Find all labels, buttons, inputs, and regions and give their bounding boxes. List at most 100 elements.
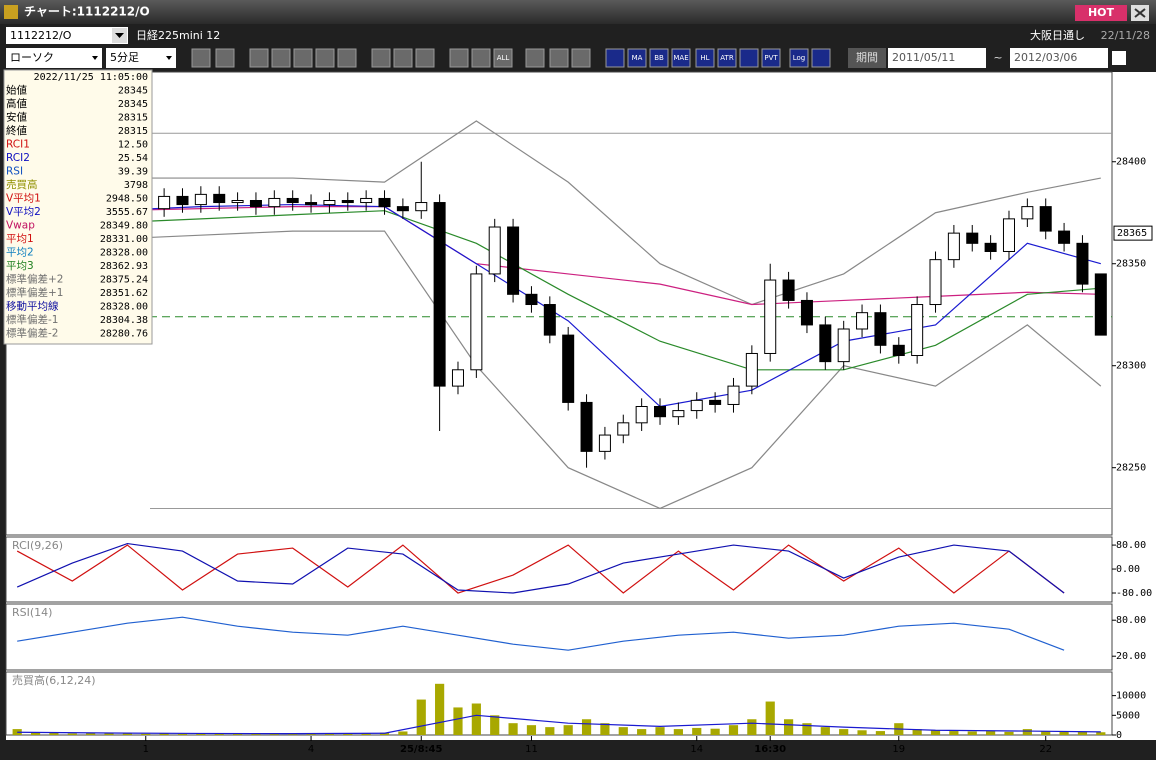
toolbar-icon[interactable] xyxy=(549,48,569,68)
candle-body xyxy=(856,312,869,330)
app-icon xyxy=(4,5,18,19)
candle-body xyxy=(488,226,501,275)
info-value: 28345 xyxy=(118,86,148,97)
title-bar xyxy=(0,0,1156,24)
info-panel xyxy=(3,69,153,345)
info-value: 28280.76 xyxy=(100,329,148,340)
candle-body xyxy=(213,193,226,204)
candle-body xyxy=(635,406,648,424)
info-label: V平均1 xyxy=(6,193,41,205)
toolbar-icon[interactable] xyxy=(191,48,211,68)
toolbar-icon[interactable] xyxy=(627,48,647,68)
toolbar-icon[interactable] xyxy=(695,48,715,68)
x-tick-label: 11 xyxy=(525,744,538,755)
info-value: 3555.67 xyxy=(106,207,148,218)
y-tick-label: 28400 xyxy=(1116,157,1146,168)
info-label: 標準偏差+2 xyxy=(6,273,63,286)
toolbar-icon[interactable] xyxy=(449,48,469,68)
toolbar-icon[interactable] xyxy=(571,48,591,68)
candle-body xyxy=(1058,230,1071,244)
checkbox[interactable] xyxy=(1112,51,1126,65)
toolbar-icon[interactable] xyxy=(649,48,669,68)
candle-body xyxy=(709,399,722,405)
info-label: V平均2 xyxy=(6,206,41,218)
toolbar-icon[interactable] xyxy=(525,48,545,68)
end-date-input[interactable] xyxy=(1010,48,1108,68)
candle-body xyxy=(966,232,979,244)
volume-bar xyxy=(122,733,132,735)
info-label: 始値 xyxy=(6,84,27,97)
info-value: 2948.50 xyxy=(106,194,148,205)
info-label: RCI2 xyxy=(6,152,30,164)
candle-body xyxy=(1039,206,1052,232)
candle-body xyxy=(433,202,446,387)
toolbar-icon[interactable] xyxy=(293,48,313,68)
toolbar-icon[interactable] xyxy=(717,48,737,68)
chart-type-select[interactable] xyxy=(6,48,102,68)
volume-bar xyxy=(912,729,922,735)
info-value: 28349.80 xyxy=(100,221,148,232)
toolbar-icon[interactable] xyxy=(471,48,491,68)
toolbar-icon[interactable] xyxy=(605,48,625,68)
start-date-input[interactable] xyxy=(888,48,986,68)
candle-body xyxy=(451,369,464,387)
y-tick-label: 10000 xyxy=(1116,691,1146,702)
candle-body xyxy=(654,406,667,418)
header-date: 22/11/28 xyxy=(1101,29,1150,42)
volume-bar xyxy=(416,699,426,735)
toolbar-icon[interactable] xyxy=(337,48,357,68)
toolbar-icon[interactable] xyxy=(493,48,513,68)
volume-bar xyxy=(196,733,206,735)
start-date: 2011/05/11 xyxy=(892,51,955,64)
toolbar-icon[interactable] xyxy=(371,48,391,68)
overlay-line xyxy=(17,210,1101,371)
candle-body xyxy=(800,299,813,326)
toolbar-icon[interactable] xyxy=(315,48,335,68)
end-date: 2012/03/06 xyxy=(1014,51,1077,64)
close-icon xyxy=(1134,8,1146,18)
info-value: 28315 xyxy=(118,113,148,124)
candle-body xyxy=(158,195,171,210)
volume-average xyxy=(17,714,1101,735)
toolbar-icon[interactable] xyxy=(761,48,781,68)
toolbar-icon[interactable] xyxy=(671,48,691,68)
candle-body xyxy=(1021,206,1034,220)
candle-body xyxy=(911,304,924,357)
toolbar-icon[interactable] xyxy=(811,48,831,68)
info-label: 移動平均線 xyxy=(6,300,59,313)
toolbar-icon[interactable] xyxy=(271,48,291,68)
volume-bar xyxy=(710,728,720,735)
period-label[interactable]: 期間 xyxy=(856,51,878,64)
info-label: 標準偏差+1 xyxy=(6,286,63,299)
hot-label[interactable]: HOT xyxy=(1088,6,1115,19)
volume-bar xyxy=(251,733,261,735)
toolbar-icon[interactable] xyxy=(415,48,435,68)
last-price-box xyxy=(1113,225,1153,241)
toolbar-icon[interactable] xyxy=(393,48,413,68)
toolbar-icon[interactable] xyxy=(249,48,269,68)
candle-body xyxy=(837,328,850,363)
info-value: 39.39 xyxy=(118,167,148,178)
x-tick-label: 25/8:45 xyxy=(400,744,442,755)
candle-body xyxy=(176,195,189,206)
hot-button[interactable] xyxy=(1075,5,1127,21)
volume-bar xyxy=(600,723,610,735)
toolbar-icon[interactable] xyxy=(739,48,759,68)
y-tick-label: 80.00 xyxy=(1116,615,1146,626)
toolbar-icon[interactable] xyxy=(215,48,235,68)
volume-bar xyxy=(86,733,96,735)
volume-bar xyxy=(563,725,573,735)
volume-bar xyxy=(1022,729,1032,735)
select-arrow xyxy=(92,56,98,60)
period-button[interactable] xyxy=(848,48,886,68)
interval-select[interactable] xyxy=(106,48,176,68)
volume-bar xyxy=(1059,731,1069,735)
volume-bar xyxy=(104,733,114,735)
info-value: 28345 xyxy=(118,99,148,110)
candle-body xyxy=(470,273,483,371)
symbol-input[interactable] xyxy=(6,27,128,44)
candle-body xyxy=(194,193,207,206)
toolbar-icon[interactable] xyxy=(789,48,809,68)
volume-bar xyxy=(986,731,996,735)
toolbar-icon-label: ALL xyxy=(497,54,510,62)
